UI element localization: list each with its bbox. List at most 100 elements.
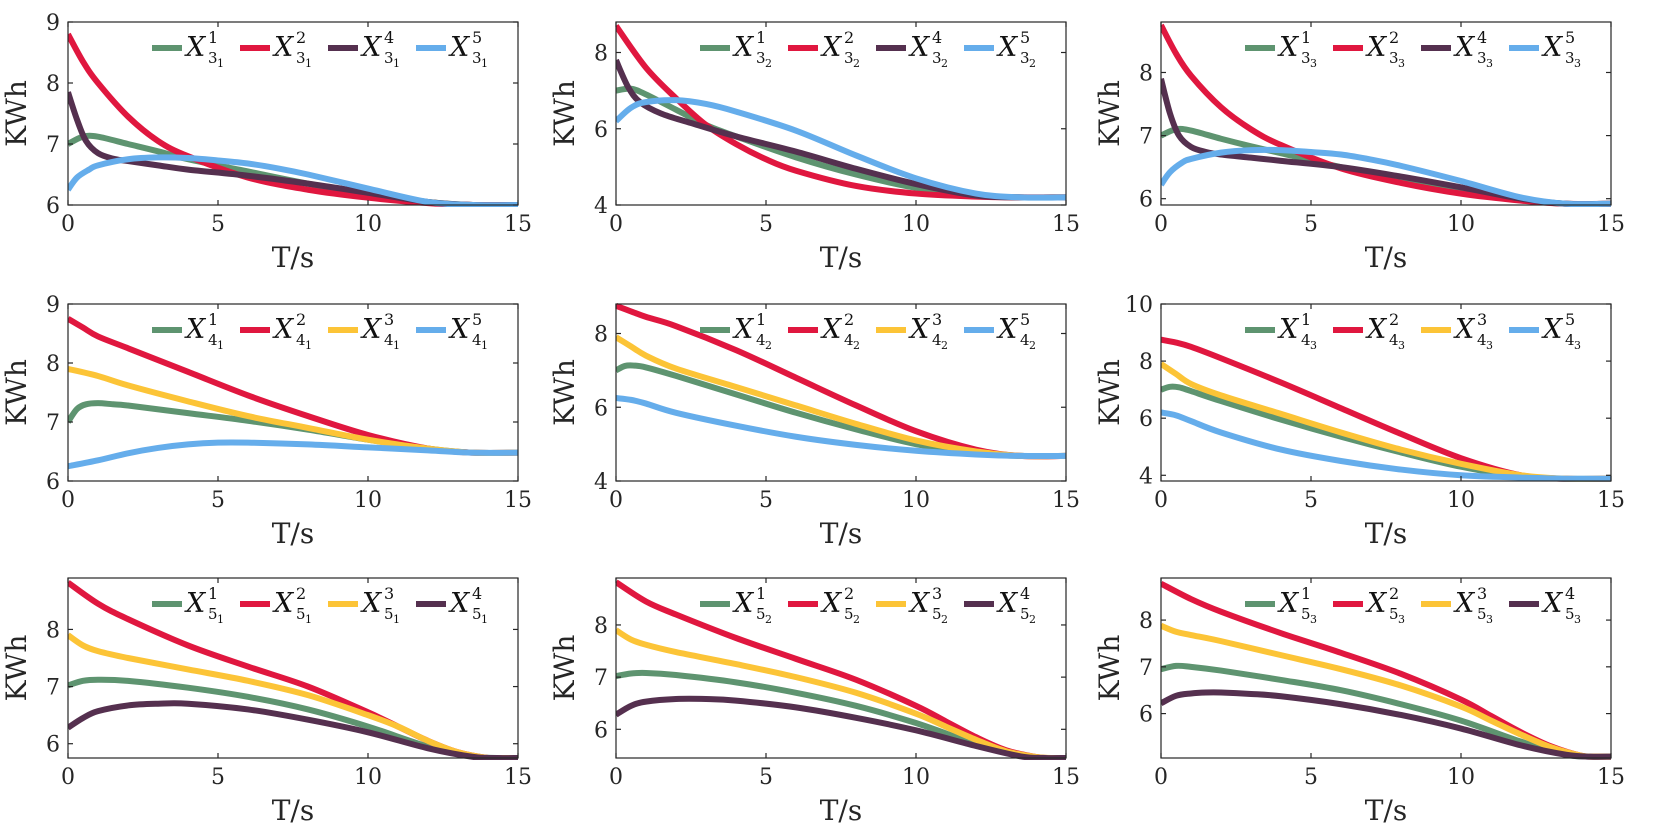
- legend-superscript: 2: [1389, 28, 1399, 47]
- legend-entry: X 14 1: [152, 310, 224, 352]
- y-axis-label: KWh: [548, 635, 581, 702]
- x-tick-label: 10: [354, 212, 382, 237]
- axes-box: [67, 303, 519, 482]
- legend-subscript: 4: [208, 331, 218, 349]
- legend-entry: X 1 4 3: [1245, 310, 1317, 352]
- axes-box: [1160, 303, 1612, 482]
- legend-sub-subscript: 1: [481, 57, 488, 70]
- legend-sub-subscript: 2: [1029, 339, 1036, 352]
- legend-entry: X 3 5 1: [328, 584, 400, 626]
- x-axis-label: T/s: [272, 241, 314, 274]
- legend: X 15 1X 25 1X 35 1X 45 1: [152, 584, 488, 626]
- legend-sub-subscript: 3: [1486, 339, 1493, 352]
- y-tick-label: 4: [1139, 464, 1153, 489]
- legend-superscript: 5: [1565, 28, 1575, 47]
- legend-symbol: X: [448, 32, 471, 63]
- legend-superscript: 4: [1477, 28, 1487, 47]
- legend: X 14 1X 24 1X 34 1X 54 1: [152, 310, 488, 352]
- legend-superscript: 1: [1301, 584, 1311, 603]
- x-tick-label: 0: [609, 488, 623, 513]
- legend-sub-subscript: 2: [853, 613, 860, 626]
- legend-sub-subscript: 3: [1310, 613, 1317, 626]
- x-tick-label: 15: [1052, 488, 1080, 513]
- legend-subscript: 4: [1020, 331, 1030, 349]
- legend-superscript: 2: [844, 310, 854, 329]
- legend-symbol: X: [1277, 314, 1300, 345]
- legend-sub-subscript: 2: [941, 613, 948, 626]
- series-group: [1161, 23, 1612, 207]
- axes-box: [1160, 577, 1612, 759]
- legend-subscript: 5: [208, 605, 218, 623]
- legend-entry: X 23 2: [788, 28, 860, 70]
- series-line-X4-53: [1161, 689, 1612, 760]
- legend-entry: X 4 3 1: [328, 28, 400, 70]
- legend-symbol: X: [272, 32, 295, 63]
- legend-superscript: 1: [208, 28, 218, 47]
- legend-sub-subscript: 1: [305, 339, 312, 352]
- legend-entry: X 4 5 1: [416, 584, 488, 626]
- legend-superscript: 3: [1477, 584, 1487, 603]
- x-axis-label: T/s: [820, 241, 862, 274]
- y-tick-label: 6: [46, 470, 60, 495]
- legend-superscript: 5: [472, 28, 482, 47]
- legend-symbol: X: [360, 588, 383, 619]
- legend-superscript: 4: [932, 28, 942, 47]
- x-axis-label: T/s: [1365, 794, 1407, 827]
- series-group: [1161, 580, 1612, 760]
- legend-sub-subscript: 1: [481, 613, 488, 626]
- legend-subscript: 5: [384, 605, 394, 623]
- legend-sub-subscript: 2: [1029, 57, 1036, 70]
- x-tick-label: 0: [609, 212, 623, 237]
- legend-symbol: X: [732, 314, 755, 345]
- legend-sub-subscript: 2: [941, 57, 948, 70]
- y-axis-label: KWh: [1093, 80, 1126, 147]
- series-line-X4-32: [616, 58, 1067, 201]
- legend-sub-subscript: 2: [853, 339, 860, 352]
- x-tick-label: 5: [211, 765, 225, 790]
- legend-subscript: 5: [756, 605, 766, 623]
- legend-symbol: X: [1365, 314, 1388, 345]
- series-line-X4-52: [616, 695, 1067, 760]
- legend-superscript: 3: [932, 310, 942, 329]
- legend-subscript: 5: [1301, 605, 1311, 623]
- legend-subscript: 4: [1389, 331, 1399, 349]
- series-line-X5-42: [616, 395, 1067, 460]
- y-tick-label: 7: [594, 666, 608, 691]
- y-tick-label: 8: [594, 42, 608, 67]
- legend-entry: X 5 3 1: [416, 28, 488, 70]
- legend-subscript: 3: [1389, 49, 1399, 67]
- x-tick-label: 0: [1154, 488, 1168, 513]
- x-tick-label: 10: [1447, 212, 1475, 237]
- series-line-X3-52: [616, 627, 1067, 760]
- legend-sub-subscript: 2: [941, 339, 948, 352]
- x-tick-label: 10: [1447, 765, 1475, 790]
- y-tick-label: 7: [46, 133, 60, 158]
- axes-box: [67, 577, 519, 759]
- series-group: [68, 316, 519, 470]
- legend-symbol: X: [1541, 588, 1564, 619]
- x-tick-label: 5: [759, 212, 773, 237]
- legend-symbol: X: [184, 588, 207, 619]
- legend-superscript: 2: [296, 28, 306, 47]
- x-tick-label: 0: [1154, 765, 1168, 790]
- legend-entry: X 2 5 3: [1333, 584, 1405, 626]
- legend-symbol: X: [448, 588, 471, 619]
- y-tick-label: 8: [46, 618, 60, 643]
- y-tick-label: 10: [1125, 293, 1153, 318]
- legend-superscript: 3: [384, 584, 394, 603]
- legend-symbol: X: [1277, 32, 1300, 63]
- x-tick-label: 15: [1052, 212, 1080, 237]
- legend-subscript: 3: [844, 49, 854, 67]
- legend-entry: X 1 5 3: [1245, 584, 1317, 626]
- x-axis-label: T/s: [272, 794, 314, 827]
- legend-sub-subscript: 1: [217, 57, 224, 70]
- legend-subscript: 4: [844, 331, 854, 349]
- x-tick-label: 0: [609, 765, 623, 790]
- y-tick-label: 8: [1139, 609, 1153, 634]
- legend-symbol: X: [1453, 314, 1476, 345]
- legend: X 14 3X 24 3X 34 3X 54 3: [1245, 310, 1581, 352]
- legend-entry: X 34 3: [1421, 310, 1493, 352]
- legend-subscript: 4: [296, 331, 306, 349]
